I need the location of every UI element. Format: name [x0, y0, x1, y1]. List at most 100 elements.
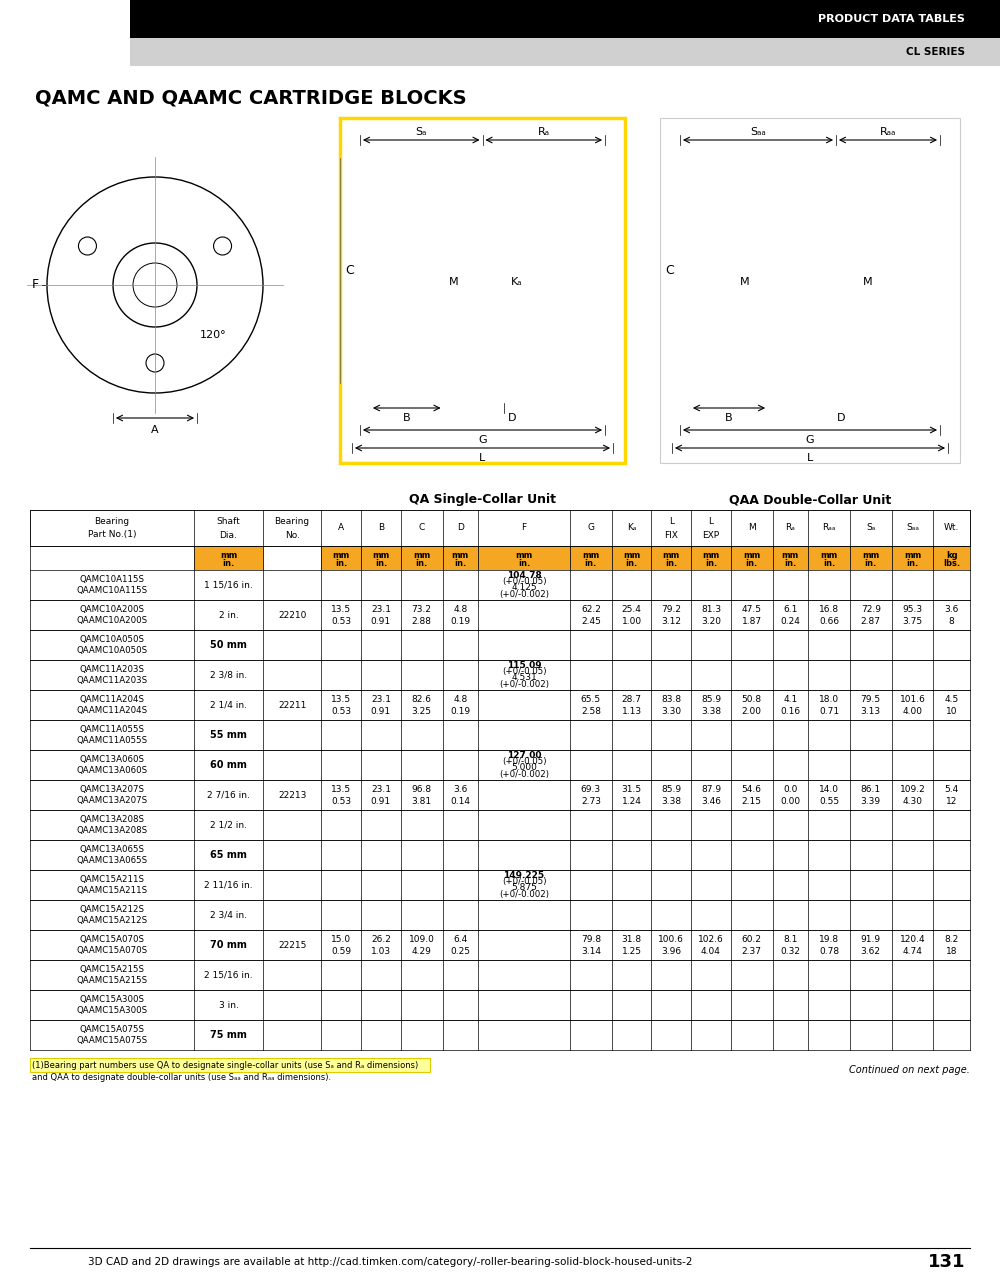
- Bar: [30, 547, 194, 570]
- Text: 120.4: 120.4: [900, 936, 925, 945]
- Text: 2 1/2 in.: 2 1/2 in.: [210, 820, 247, 829]
- Text: 3.30: 3.30: [661, 707, 681, 716]
- Text: 23.1: 23.1: [371, 605, 391, 614]
- Text: 4.04: 4.04: [701, 946, 721, 955]
- Text: 3.38: 3.38: [661, 796, 681, 805]
- Text: QAMC13A207S: QAMC13A207S: [79, 785, 144, 794]
- Text: 4.125: 4.125: [511, 584, 537, 593]
- Text: C: C: [346, 264, 354, 276]
- Text: 3.81: 3.81: [412, 796, 432, 805]
- Text: 18: 18: [946, 946, 957, 955]
- Text: 60 mm: 60 mm: [210, 760, 247, 771]
- Text: G: G: [806, 435, 814, 445]
- Text: M: M: [862, 276, 872, 287]
- Text: mm: mm: [743, 550, 760, 559]
- Text: (+0/-0.002): (+0/-0.002): [499, 590, 549, 599]
- Text: mm: mm: [372, 550, 390, 559]
- Text: 3.6: 3.6: [453, 785, 467, 794]
- Text: 83.8: 83.8: [661, 695, 681, 704]
- Text: 0.32: 0.32: [780, 946, 800, 955]
- Text: in.: in.: [518, 559, 530, 568]
- Text: Rₐ: Rₐ: [538, 127, 550, 137]
- Text: QAA Double-Collar Unit: QAA Double-Collar Unit: [729, 494, 891, 507]
- Text: QAAMC11A055S: QAAMC11A055S: [76, 736, 148, 745]
- Text: 109.2: 109.2: [900, 785, 925, 794]
- Text: 1.03: 1.03: [371, 946, 391, 955]
- Text: (+0/-0.002): (+0/-0.002): [499, 769, 549, 778]
- Text: 2.15: 2.15: [742, 796, 762, 805]
- Text: QAMC15A211S: QAMC15A211S: [79, 876, 144, 884]
- Text: 31.5: 31.5: [622, 785, 642, 794]
- Text: mm: mm: [904, 550, 921, 559]
- Bar: [680, 157, 940, 383]
- Text: 5.000: 5.000: [511, 763, 537, 773]
- Text: 60.2: 60.2: [742, 936, 762, 945]
- Text: 2.00: 2.00: [742, 707, 762, 716]
- Bar: [443, 547, 478, 570]
- Text: 4.531: 4.531: [511, 673, 537, 682]
- Text: in.: in.: [746, 559, 758, 568]
- Text: 4.29: 4.29: [412, 946, 432, 955]
- Bar: [401, 547, 443, 570]
- Text: 50 mm: 50 mm: [210, 640, 247, 650]
- Text: 1.87: 1.87: [742, 617, 762, 626]
- Text: Kₐ: Kₐ: [627, 524, 636, 532]
- Text: 3.20: 3.20: [701, 617, 721, 626]
- Text: in.: in.: [625, 559, 638, 568]
- Bar: [194, 547, 263, 570]
- Text: 4.74: 4.74: [903, 946, 922, 955]
- Text: (+0/-0.05): (+0/-0.05): [502, 577, 546, 586]
- Text: No.: No.: [285, 530, 300, 539]
- Text: 14.0: 14.0: [819, 785, 839, 794]
- Text: Sₐ: Sₐ: [866, 524, 875, 532]
- Text: 85.9: 85.9: [701, 695, 721, 704]
- Bar: [30, 960, 970, 989]
- Text: 70 mm: 70 mm: [210, 940, 247, 950]
- Bar: [263, 547, 321, 570]
- Text: D: D: [837, 413, 845, 422]
- Text: 4.00: 4.00: [903, 707, 923, 716]
- Text: mm: mm: [582, 550, 599, 559]
- Text: in.: in.: [585, 559, 597, 568]
- Text: in.: in.: [416, 559, 428, 568]
- Text: 104.78: 104.78: [507, 571, 541, 580]
- Bar: [130, 0, 1000, 38]
- Text: D: D: [508, 413, 516, 422]
- Text: QAAMC13A065S: QAAMC13A065S: [76, 856, 148, 865]
- Text: 0.24: 0.24: [780, 617, 800, 626]
- Text: 79.5: 79.5: [861, 695, 881, 704]
- Bar: [321, 547, 361, 570]
- Text: 31.8: 31.8: [622, 936, 642, 945]
- Text: L: L: [479, 453, 486, 463]
- Text: (+0/-0.002): (+0/-0.002): [499, 680, 549, 689]
- Text: 0.78: 0.78: [819, 946, 839, 955]
- Text: 8.2: 8.2: [945, 936, 959, 945]
- Text: 0.16: 0.16: [780, 707, 800, 716]
- Text: 85.9: 85.9: [661, 785, 681, 794]
- Text: 0.0: 0.0: [783, 785, 798, 794]
- Text: in.: in.: [665, 559, 677, 568]
- Text: (+0/-0.002): (+0/-0.002): [499, 890, 549, 899]
- Text: in.: in.: [705, 559, 717, 568]
- Bar: [30, 750, 970, 780]
- Text: lbs.: lbs.: [943, 559, 960, 568]
- Text: D: D: [457, 524, 464, 532]
- Bar: [933, 547, 970, 570]
- Text: 2 11/16 in.: 2 11/16 in.: [204, 881, 253, 890]
- Text: in.: in.: [865, 559, 877, 568]
- Text: M: M: [748, 524, 756, 532]
- Text: 22210: 22210: [278, 611, 306, 620]
- Text: mm: mm: [623, 550, 640, 559]
- Text: 28.7: 28.7: [622, 695, 642, 704]
- Text: 0.19: 0.19: [450, 707, 470, 716]
- Text: QAMC13A060S: QAMC13A060S: [79, 755, 144, 764]
- Bar: [30, 900, 970, 931]
- Text: 4.8: 4.8: [453, 695, 467, 704]
- Text: QAAMC11A203S: QAAMC11A203S: [76, 677, 148, 686]
- Text: QAAMC15A070S: QAAMC15A070S: [76, 946, 148, 955]
- Bar: [30, 600, 970, 630]
- Text: 3.46: 3.46: [701, 796, 721, 805]
- Text: QAMC10A050S: QAMC10A050S: [79, 635, 144, 644]
- Text: 2 in.: 2 in.: [219, 611, 238, 620]
- Text: 3D CAD and 2D drawings are available at http://cad.timken.com/category/-roller-b: 3D CAD and 2D drawings are available at …: [88, 1257, 692, 1267]
